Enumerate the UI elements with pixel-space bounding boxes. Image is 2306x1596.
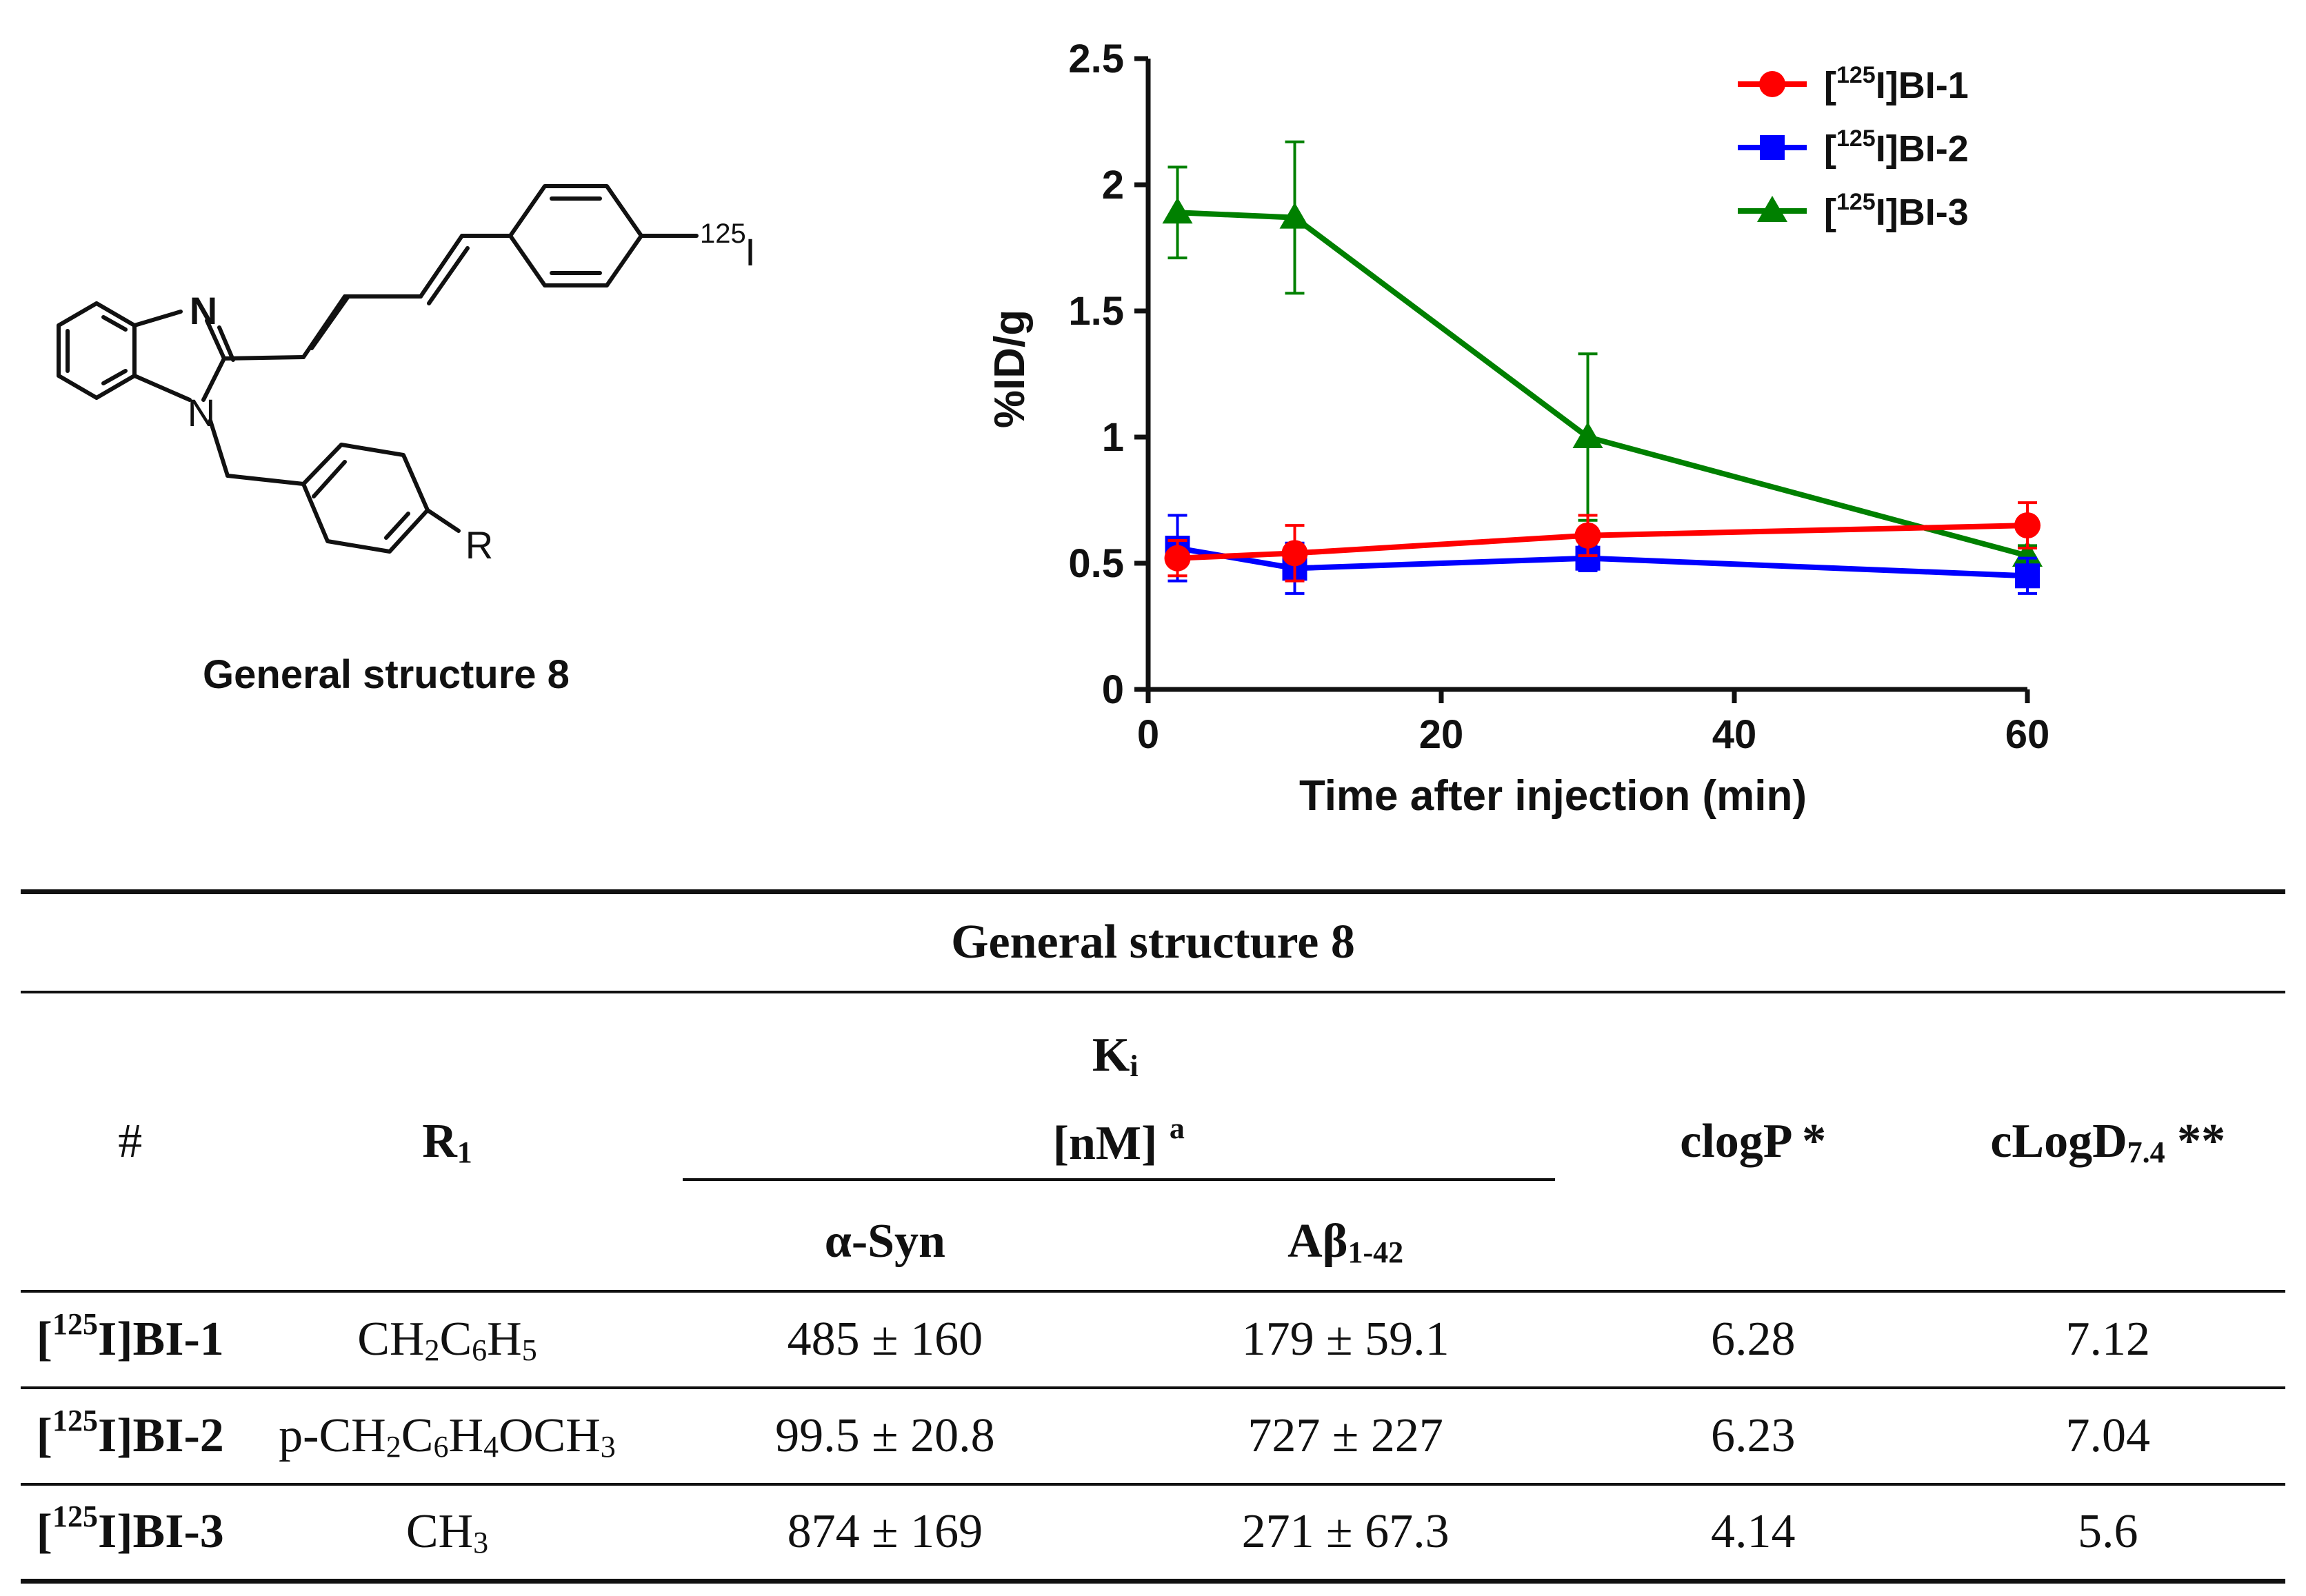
- y-tick-label: 0.5: [1068, 541, 1124, 586]
- atom-label-n1: N: [188, 391, 215, 434]
- table-row: [125I]BI-1 CH2C6H5 485 ± 160 179 ± 59.1 6.28…: [21, 1291, 2285, 1388]
- data-point: [1162, 197, 1193, 224]
- data-point: [2012, 541, 2043, 567]
- cell-clogd: 5.6: [2077, 1505, 2138, 1559]
- legend-marker: [1757, 196, 1787, 222]
- legend-marker: [1760, 135, 1785, 160]
- chart-series: [1162, 140, 2043, 595]
- series-3: [1162, 140, 2043, 567]
- header-ki: Ki: [1092, 1028, 1139, 1083]
- header-clogd: cLogD7.4 **: [1990, 1114, 2226, 1169]
- data-point: [1279, 202, 1310, 229]
- x-axis-label: Time after injection (min): [1299, 772, 1807, 820]
- cell-r1: p-CH2C6H4OCH3: [279, 1408, 616, 1464]
- legend-label: [125I]BI-1: [1824, 62, 1969, 106]
- cell-abeta: 271 ± 67.3: [1241, 1505, 1450, 1559]
- cell-clogp: 6.28: [1710, 1313, 1796, 1366]
- data-point: [2014, 512, 2041, 539]
- header-clogp: clogP *: [1680, 1115, 1827, 1168]
- legend-label: [125I]BI-2: [1824, 125, 1969, 170]
- isotope-mass-label: 125: [700, 219, 746, 249]
- y-tick-label: 1.5: [1068, 289, 1124, 334]
- legend-label: [125I]BI-3: [1824, 189, 1969, 233]
- series-line: [1177, 210, 2029, 558]
- chart-axes: 0 0.5 1 1.5 2 2.5 0 20 40 60: [1068, 37, 2049, 757]
- y-tick-label: 2.5: [1068, 37, 1124, 81]
- structure-caption: General structure 8: [203, 652, 570, 697]
- y-tick-label: 0: [1102, 667, 1124, 712]
- y-tick-label: 2: [1102, 163, 1124, 208]
- structure-bonds: [57, 184, 699, 554]
- data-point: [1574, 522, 1601, 549]
- results-table: General structure 8 # R1 Ki clogP * cLog…: [21, 889, 2285, 1584]
- cell-compound-id: [125I]BI-1: [36, 1307, 224, 1366]
- cell-abeta: 179 ± 59.1: [1241, 1313, 1450, 1366]
- header-nm: [nM] a: [655, 1104, 1576, 1193]
- y-axis-label: %ID/g: [986, 310, 1034, 428]
- cell-clogd: 7.04: [2065, 1409, 2150, 1462]
- x-tick-label: 40: [1712, 712, 1757, 757]
- series-1: [1164, 501, 2041, 583]
- series-line: [1177, 523, 2028, 561]
- chart-legend: [125I]BI-1 [125I]BI-2 [125I]BI-3: [1738, 62, 1969, 233]
- cell-r1: CH2C6H5: [357, 1312, 537, 1367]
- cell-compound-id: [125I]BI-2: [36, 1404, 224, 1463]
- legend-marker: [1759, 71, 1785, 97]
- y-tick-label: 1: [1102, 415, 1124, 460]
- data-point: [1572, 422, 1603, 448]
- table-caption: General structure 8: [951, 916, 1355, 969]
- header-number: #: [118, 1115, 143, 1168]
- biodistribution-chart: 0 0.5 1 1.5 2 2.5 0 20 40 60 [125I]BI-1 [125I]BI-2…: [986, 37, 2049, 820]
- cell-compound-id: [125I]BI-3: [36, 1499, 224, 1559]
- table-row: [125I]BI-2 p-CH2C6H4OCH3 99.5 ± 20.8 727 ± …: [21, 1388, 2285, 1484]
- data-point: [1281, 540, 1308, 567]
- cell-r1: CH3: [405, 1504, 489, 1559]
- cell-clogp: 4.14: [1710, 1505, 1796, 1559]
- isotope-element-label: I: [745, 230, 756, 274]
- cell-abeta: 727 ± 227: [1247, 1409, 1443, 1462]
- x-tick-label: 60: [2005, 712, 2050, 757]
- atom-label-n3: N: [190, 289, 217, 332]
- atom-label-r: R: [465, 523, 493, 567]
- cell-asyn: 485 ± 160: [787, 1313, 983, 1366]
- header-r1: R1: [422, 1114, 472, 1169]
- data-point: [1164, 545, 1191, 572]
- data-point: [2015, 563, 2040, 589]
- x-tick-label: 0: [1137, 712, 1159, 757]
- general-structure-drawing: N N R 125 I: [57, 184, 756, 567]
- header-abeta: Aβ1-42: [1287, 1214, 1404, 1269]
- x-tick-label: 20: [1419, 712, 1464, 757]
- cell-clogp: 6.23: [1710, 1409, 1796, 1462]
- cell-clogd: 7.12: [2065, 1313, 2150, 1366]
- cell-asyn: 874 ± 169: [787, 1505, 983, 1559]
- table-row: [125I]BI-3 CH3 874 ± 169 271 ± 67.3 4.14 5.6: [21, 1484, 2285, 1581]
- cell-asyn: 99.5 ± 20.8: [775, 1409, 995, 1462]
- header-asyn: α-Syn: [824, 1215, 945, 1268]
